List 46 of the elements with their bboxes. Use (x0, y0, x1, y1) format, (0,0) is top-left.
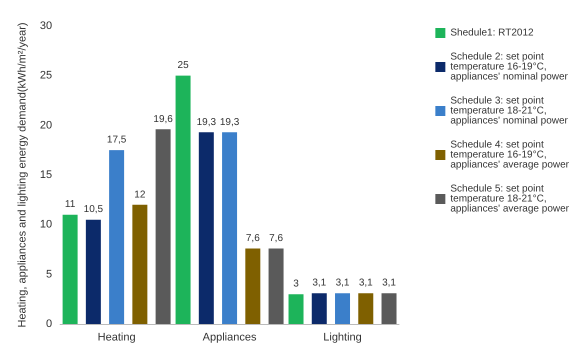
data-label: 7,6 (246, 233, 260, 244)
bar (109, 150, 124, 324)
data-label: 19,3 (196, 116, 216, 128)
y-tick-label: 30 (40, 20, 52, 32)
y-tick-label: 15 (40, 169, 52, 181)
data-label: 19,3 (220, 116, 240, 128)
data-label: 3 (293, 278, 300, 290)
y-axis-title: Heating, appliances and lighting energy demand(kWh/m²/year) (16, 22, 28, 328)
legend-label: Schedule 4: set point temperature 16-19°C, appliances' average power (450, 140, 570, 170)
bar (198, 132, 214, 324)
data-label: 10,5 (84, 204, 104, 216)
data-label: 25 (178, 60, 190, 72)
legend-label: Schedule 2: set point temperature 16-19°C, appliances' nominal power (450, 52, 569, 82)
bar (288, 294, 304, 324)
y-tick-label: 10 (40, 218, 52, 231)
data-label: 19,6 (153, 114, 174, 125)
data-label: 11 (64, 199, 76, 210)
bar (358, 293, 374, 324)
data-label: 7,6 (269, 233, 284, 244)
data-label: 17,5 (106, 134, 127, 146)
data-label: 3,1 (358, 278, 374, 289)
x-tick-label: Heating (98, 332, 136, 344)
legend-label: Schedule 3: set point temperature 18-21°C, appliances' nominal power (450, 96, 569, 126)
bar (132, 204, 148, 324)
legend-label: Schedule 5: set point temperature 18-21°C, appliances' average power (450, 184, 570, 214)
y-tick-label: 20 (40, 119, 52, 132)
bar (312, 293, 327, 324)
bar (335, 293, 350, 324)
data-label: 3,1 (336, 278, 350, 289)
data-label: 3,1 (312, 278, 327, 289)
y-tick-label: 25 (40, 70, 52, 82)
x-tick-label: Lighting (323, 332, 362, 344)
y-tick-label: 5 (46, 268, 52, 280)
bar (62, 214, 78, 324)
x-tick-label: Appliances (202, 332, 257, 344)
bar (245, 248, 260, 324)
data-label: 12 (134, 189, 146, 200)
bar (86, 220, 101, 324)
bar (156, 129, 171, 324)
y-tick-label: 0 (46, 318, 52, 330)
data-label: 3,1 (382, 278, 396, 289)
bar (382, 293, 397, 324)
bar (176, 76, 191, 324)
bar (222, 132, 238, 324)
legend-label: Shedule1: RT2012 (450, 28, 534, 38)
bar (268, 248, 284, 324)
